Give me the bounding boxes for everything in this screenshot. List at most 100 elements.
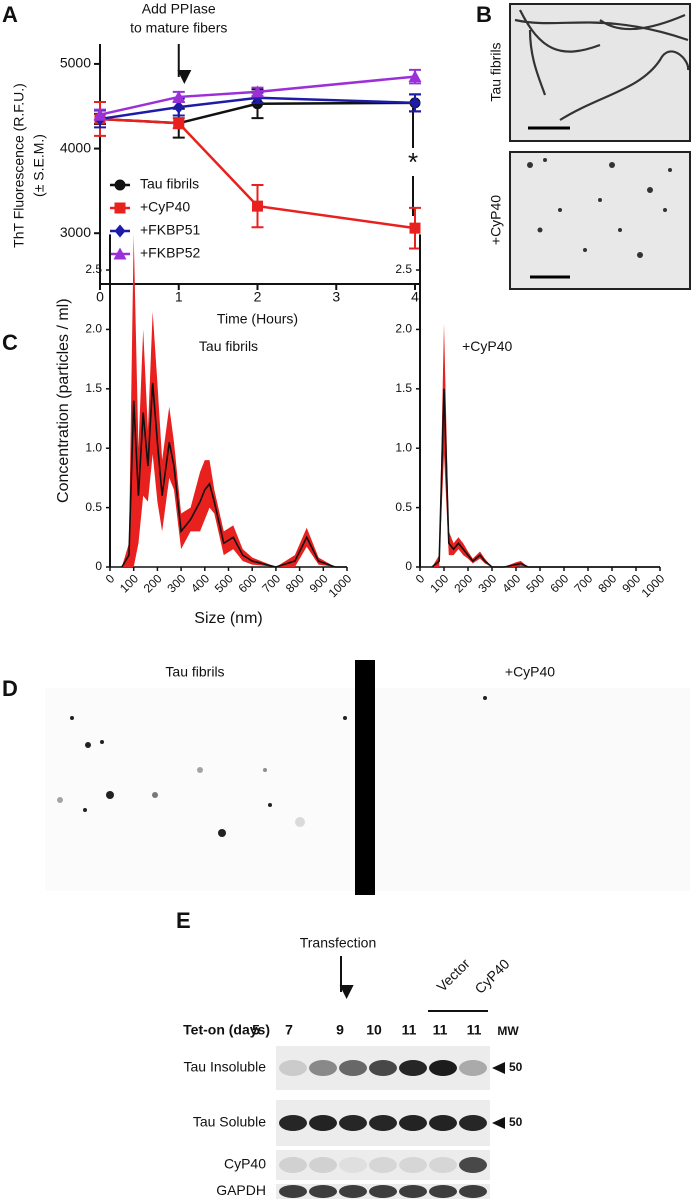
band <box>459 1115 487 1131</box>
x-tick-label: 500 <box>212 571 236 595</box>
x-tick-label: 800 <box>283 571 307 595</box>
y-tick-label: 1.0 <box>85 440 102 454</box>
x-tick-label: 100 <box>117 571 141 595</box>
x-axis-label: Time (Hours) <box>217 311 298 327</box>
x-tick-label: 200 <box>451 571 475 595</box>
band <box>399 1185 427 1198</box>
aggregates <box>527 158 672 258</box>
mw-label: 50 <box>509 1115 523 1129</box>
legend-label: +FKBP51 <box>140 222 201 238</box>
y-axis-label: Concentration (particles / ml) <box>55 298 72 503</box>
mean-line <box>431 388 660 568</box>
x-tick-label: 0 <box>103 571 118 586</box>
band <box>399 1115 427 1131</box>
x-tick-label: 2 <box>254 289 262 305</box>
band <box>339 1115 367 1131</box>
marker <box>173 100 185 114</box>
fibril <box>514 9 690 121</box>
legend-label: +FKBP52 <box>140 245 201 261</box>
row-label: CyP40 <box>224 1156 266 1172</box>
band <box>369 1185 397 1198</box>
tem-image <box>509 151 691 290</box>
band <box>399 1060 427 1076</box>
group-label: Vector <box>433 955 473 995</box>
band <box>279 1185 307 1198</box>
series-line <box>99 75 416 116</box>
lane-label: 5 <box>252 1022 260 1038</box>
band <box>429 1157 457 1173</box>
y-tick-label: 0 <box>405 559 412 573</box>
marker <box>114 202 126 214</box>
y-tick-label: 0.5 <box>85 500 102 514</box>
legend-label: Tau fibrils <box>140 176 199 192</box>
x-axis-label: Size (nm) <box>194 610 262 627</box>
group-label: CyP40 <box>471 956 512 997</box>
panel-letter: E <box>176 908 191 933</box>
panel-letter: A <box>2 2 18 27</box>
x-tick-label: 100 <box>427 571 451 595</box>
mw-header: MW <box>497 1024 519 1038</box>
marker <box>172 90 186 103</box>
panel-letter: C <box>2 330 18 355</box>
x-tick-label: 400 <box>499 571 523 595</box>
row-header: Tet-on (days) <box>183 1022 270 1038</box>
x-tick-label: 800 <box>595 571 619 595</box>
x-tick-label: 0 <box>96 289 104 305</box>
band <box>279 1115 307 1131</box>
marker <box>114 224 126 238</box>
y-axis-label: (± S.E.M.) <box>31 134 47 197</box>
annotation: Transfection <box>300 935 377 951</box>
band <box>429 1185 457 1198</box>
mw-arrow <box>492 1062 505 1074</box>
tem-images: Tau fibrils +CyP40 <box>488 3 691 290</box>
y-tick-label: 0.5 <box>395 500 412 514</box>
mw-label: 50 <box>509 1060 523 1074</box>
y-tick-label: 5000 <box>60 55 91 71</box>
y-tick-label: 0 <box>95 559 102 573</box>
x-tick-label: 0 <box>413 571 428 586</box>
marker <box>409 96 421 110</box>
x-tick-label: 1000 <box>326 571 355 600</box>
legend-label: +CyP40 <box>140 199 190 215</box>
panel-letter: B <box>476 2 492 27</box>
row-label: Tau Soluble <box>193 1114 266 1130</box>
x-tick-label: 1 <box>175 289 183 305</box>
marker <box>113 247 127 260</box>
y-tick-label: 2.5 <box>395 262 412 276</box>
annotation: Tau fibrils <box>199 338 258 354</box>
lane-label: 7 <box>285 1022 293 1038</box>
marker <box>173 117 185 129</box>
band <box>429 1115 457 1131</box>
band <box>309 1157 337 1173</box>
lane-label: 10 <box>366 1022 382 1038</box>
y-tick-label: 3000 <box>60 224 91 240</box>
image-label: +CyP40 <box>505 664 555 680</box>
x-tick-label: 700 <box>571 571 595 595</box>
band <box>309 1185 337 1198</box>
tem-image <box>509 3 691 142</box>
x-tick-label: 4 <box>411 289 419 305</box>
band <box>369 1115 397 1131</box>
spots <box>57 696 487 837</box>
lane-label: 9 <box>336 1022 344 1038</box>
marker <box>408 70 422 83</box>
annotation: Add PPIase <box>142 1 216 17</box>
band <box>279 1157 307 1173</box>
x-tick-label: 700 <box>259 571 283 595</box>
significance: * <box>408 147 418 177</box>
band <box>279 1060 307 1076</box>
series-line <box>99 96 416 121</box>
band <box>309 1115 337 1131</box>
x-tick-label: 300 <box>164 571 188 595</box>
band <box>459 1060 487 1076</box>
marker <box>251 85 264 98</box>
dot-blot-images: Tau fibrils +CyP40 <box>45 660 690 895</box>
x-tick-label: 1000 <box>639 571 668 600</box>
x-tick-label: 200 <box>141 571 165 595</box>
marker <box>114 179 126 191</box>
x-tick-label: 600 <box>236 571 260 595</box>
band <box>459 1185 487 1198</box>
mw-arrow <box>492 1117 505 1129</box>
western-blot: Transfection Vector CyP40 Tet-on (days) … <box>183 935 523 1199</box>
y-tick-label: 2.0 <box>85 322 102 336</box>
